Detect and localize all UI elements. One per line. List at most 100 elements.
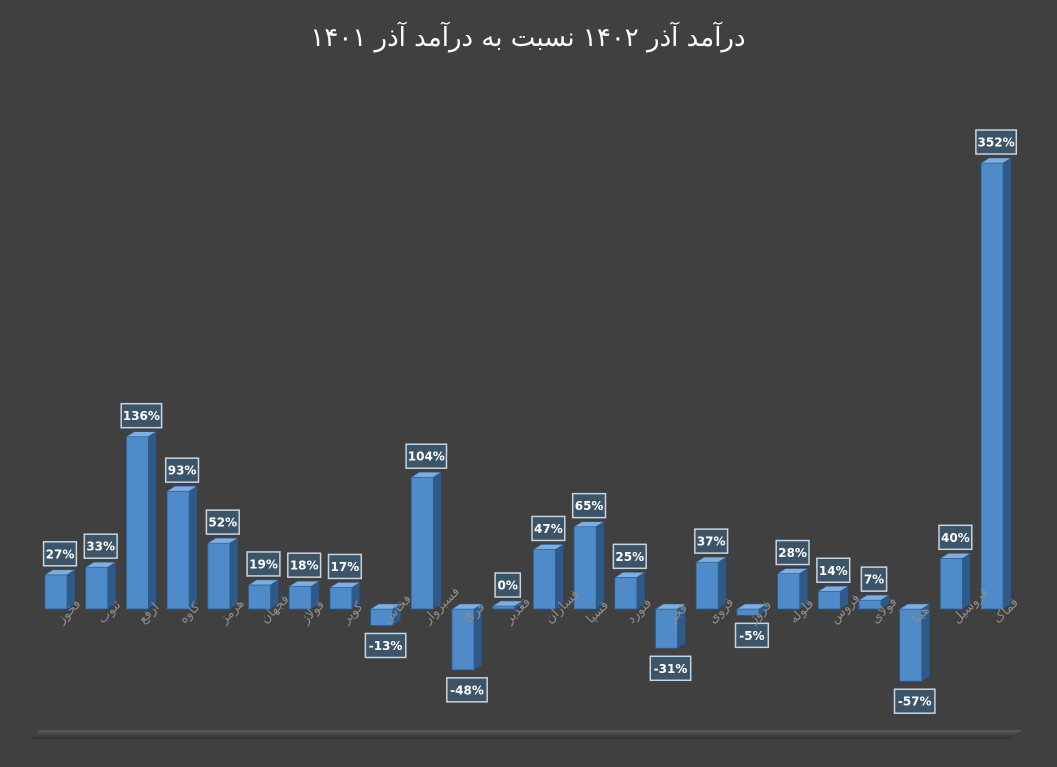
data-label-text: -13% [369, 639, 403, 653]
bar-top [939, 553, 972, 559]
data-label: 136% [120, 402, 163, 429]
bar [613, 571, 646, 610]
data-label: 14% [816, 557, 851, 584]
data-label-box [327, 553, 363, 580]
bar [857, 594, 891, 610]
data-label-text: 28% [778, 546, 807, 560]
bar [247, 579, 280, 610]
data-label: 65% [571, 492, 607, 519]
data-label: 47% [531, 515, 566, 542]
bar [369, 603, 402, 627]
bar-side [188, 485, 198, 610]
data-label-box [83, 533, 118, 559]
bar-top [369, 603, 402, 610]
bar-front [940, 557, 963, 610]
data-label: 93% [164, 457, 200, 483]
data-label: -13% [364, 632, 407, 659]
data-label-text: 33% [86, 540, 115, 554]
bar [166, 485, 199, 610]
data-label-box [531, 515, 566, 542]
data-label-box [612, 543, 647, 570]
bar-top [125, 431, 158, 437]
bar [735, 603, 768, 616]
data-label: 33% [83, 533, 118, 559]
data-label: 104% [405, 443, 448, 469]
bar [654, 603, 687, 649]
bar-top [491, 600, 524, 607]
bar [125, 431, 158, 610]
data-label-text: 7% [864, 573, 884, 587]
bar-top [450, 603, 484, 610]
data-label-text: 47% [534, 522, 563, 536]
data-label-text: 18% [290, 559, 319, 573]
bar [695, 556, 728, 610]
bar-top [288, 580, 321, 587]
bar [410, 471, 443, 610]
bar-front [695, 561, 719, 610]
bar-top [980, 157, 1013, 164]
bar [328, 581, 361, 610]
data-label-text: -57% [898, 695, 932, 709]
data-label-text: 27% [46, 547, 75, 561]
bar [84, 561, 117, 610]
data-label-box [893, 688, 936, 714]
data-label: -48% [446, 677, 488, 703]
data-label-text: 136% [123, 409, 160, 423]
data-label: 27% [42, 541, 78, 567]
bar [817, 585, 850, 610]
data-label-box [734, 622, 770, 649]
bar-side [148, 431, 157, 610]
bar-front [980, 162, 1004, 610]
bar-top [410, 471, 443, 478]
data-label-box [860, 566, 888, 592]
bar [980, 157, 1013, 610]
bar-front [44, 574, 68, 610]
data-label-text: 65% [575, 499, 604, 513]
chart-title: درآمد آذر ۱۴۰۲ نسبت به درآمد آذر ۱۴۰۱ [310, 21, 745, 53]
data-label-box [120, 402, 163, 429]
data-label-box [446, 677, 488, 703]
data-label-box [42, 541, 78, 567]
data-label: 17% [327, 553, 363, 580]
bar [288, 580, 321, 610]
data-label: -5% [734, 622, 770, 649]
data-label-text: 14% [819, 564, 848, 578]
bar-side [595, 521, 605, 610]
data-label-text: -5% [739, 629, 764, 643]
data-label-box [494, 572, 522, 598]
data-label: 19% [246, 551, 281, 577]
data-label-box [649, 655, 692, 682]
bar-front [85, 566, 109, 610]
data-label-box [775, 539, 810, 566]
data-label: -31% [649, 655, 692, 682]
data-label-text: 37% [697, 535, 726, 549]
data-label-box [571, 492, 607, 519]
bar-front [614, 576, 638, 610]
data-label-box [938, 524, 973, 551]
bar [532, 543, 565, 610]
bar-top [247, 579, 280, 586]
data-label-text: 40% [941, 531, 970, 545]
data-label: -57% [893, 688, 936, 714]
bar-front [410, 476, 434, 610]
data-label: 52% [205, 509, 240, 535]
bar-front [777, 573, 800, 610]
bar-front [207, 542, 231, 610]
data-label-text: -48% [450, 683, 484, 697]
bar-top [898, 603, 931, 610]
bar-top [817, 585, 850, 592]
data-label: 7% [860, 566, 888, 592]
bar-top [206, 537, 239, 544]
data-label-box [364, 632, 407, 659]
data-label-box [205, 509, 240, 535]
bar [491, 600, 524, 610]
bar-top [84, 561, 117, 568]
data-label-text: 17% [331, 560, 360, 574]
bar-front [126, 436, 149, 610]
bar-side [432, 471, 442, 610]
data-label: 37% [694, 528, 729, 554]
bar [898, 603, 931, 682]
category-label: فغدیر [501, 595, 534, 628]
bar [43, 569, 77, 610]
bar-top [613, 572, 646, 578]
